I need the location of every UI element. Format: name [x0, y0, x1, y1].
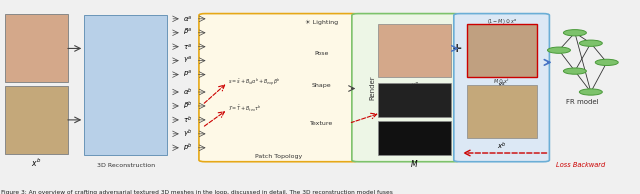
Text: 3D Reconstruction: 3D Reconstruction [97, 163, 155, 168]
Text: $(1-M)\odot x^a$: $(1-M)\odot x^a$ [486, 18, 516, 27]
Circle shape [595, 59, 618, 66]
FancyBboxPatch shape [84, 15, 167, 155]
FancyBboxPatch shape [90, 16, 161, 154]
Text: $x^a$: $x^a$ [31, 85, 42, 96]
Text: $x^b$: $x^b$ [31, 157, 42, 169]
FancyBboxPatch shape [454, 14, 549, 162]
Text: $\beta^b$: $\beta^b$ [183, 100, 193, 112]
Text: $x^t$: $x^t$ [410, 120, 419, 131]
Text: $x^a$: $x^a$ [410, 80, 419, 90]
Text: $s=\bar{s}+B_{id}\alpha^b+B_{exp}\beta^b$: $s=\bar{s}+B_{id}\alpha^b+B_{exp}\beta^b… [228, 77, 280, 88]
Circle shape [563, 30, 586, 36]
Text: $\alpha^b$: $\alpha^b$ [183, 86, 193, 98]
Text: ☀ Lighting: ☀ Lighting [305, 20, 339, 25]
Text: $M$: $M$ [410, 158, 419, 169]
Text: +: + [452, 42, 462, 55]
FancyBboxPatch shape [467, 85, 537, 138]
Circle shape [563, 68, 586, 74]
Text: Pose: Pose [315, 51, 329, 56]
Text: Loss Backward: Loss Backward [556, 162, 605, 168]
Text: Figure 3: An overview of crafting adversarial textured 3D meshes in the loop, di: Figure 3: An overview of crafting advers… [1, 190, 393, 194]
Text: $\mathcal{T}=\bar{T}+B_{tex}\tau^b$: $\mathcal{T}=\bar{T}+B_{tex}\tau^b$ [228, 104, 261, 114]
Text: $\gamma^b$: $\gamma^b$ [183, 128, 193, 140]
FancyBboxPatch shape [199, 14, 358, 162]
FancyBboxPatch shape [94, 17, 157, 153]
Text: $x^b$: $x^b$ [497, 141, 506, 152]
FancyBboxPatch shape [86, 16, 165, 154]
Text: $\tau^a$: $\tau^a$ [183, 42, 192, 52]
Circle shape [579, 89, 602, 95]
Text: $\tau^b$: $\tau^b$ [183, 114, 193, 126]
Text: $\gamma^a$: $\gamma^a$ [183, 55, 192, 66]
FancyBboxPatch shape [378, 121, 451, 155]
FancyBboxPatch shape [92, 16, 159, 154]
Text: Render: Render [370, 75, 376, 100]
FancyBboxPatch shape [4, 86, 68, 154]
Text: $x^s$: $x^s$ [497, 80, 506, 90]
Circle shape [547, 47, 570, 53]
FancyBboxPatch shape [378, 83, 451, 117]
Text: $\beta^a$: $\beta^a$ [183, 27, 193, 38]
Text: $p^a$: $p^a$ [183, 69, 193, 80]
Text: FR model: FR model [566, 100, 599, 106]
FancyBboxPatch shape [352, 14, 460, 162]
FancyBboxPatch shape [467, 24, 537, 77]
FancyBboxPatch shape [96, 17, 156, 153]
Text: $\alpha^a$: $\alpha^a$ [183, 14, 193, 24]
Text: Patch Topology: Patch Topology [255, 154, 302, 159]
FancyBboxPatch shape [378, 24, 451, 77]
FancyBboxPatch shape [88, 16, 163, 154]
Text: Texture: Texture [310, 121, 333, 126]
Text: $p^b$: $p^b$ [183, 142, 193, 154]
Circle shape [579, 40, 602, 46]
Text: $M\odot x^t$: $M\odot x^t$ [493, 77, 510, 86]
FancyBboxPatch shape [4, 15, 68, 82]
Text: Shape: Shape [312, 82, 332, 87]
